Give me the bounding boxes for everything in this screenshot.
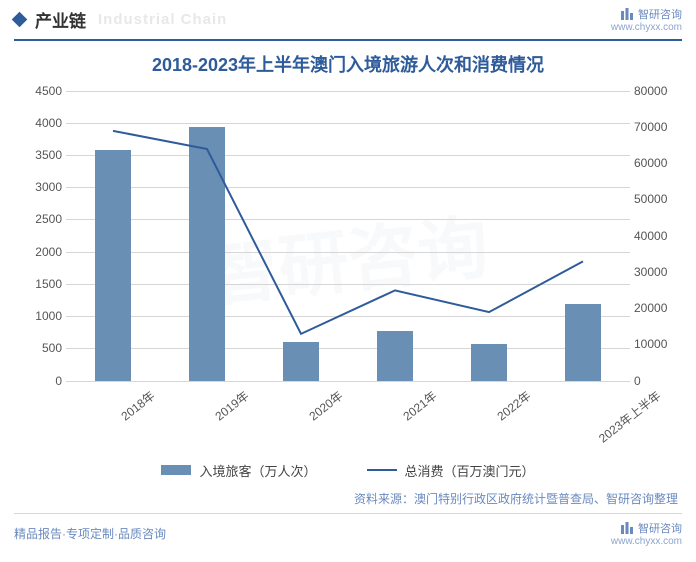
footer-left: 精品报告·专项定制·品质咨询 [14,525,166,542]
y-left-tick: 3500 [22,148,62,162]
y-right-tick: 60000 [634,156,674,170]
y-right-tick: 30000 [634,265,674,279]
y-left-tick: 1500 [22,277,62,291]
y-left-tick: 2500 [22,212,62,226]
footer-brand-name: 智研咨询 [638,520,682,536]
header: 产业链 Industrial Chain 智研咨询 www.chyxx.com [0,0,696,37]
legend-bar: 入境旅客（万人次） [161,461,316,480]
y-left-tick: 4000 [22,116,62,130]
footer-logo-icon [620,521,634,535]
footer-divider [14,513,682,514]
header-divider [14,39,682,41]
y-right-tick: 40000 [634,229,674,243]
y-right-tick: 50000 [634,192,674,206]
x-tick-label: 2020年 [305,387,346,424]
legend-line-swatch [367,469,397,471]
y-right-tick: 0 [634,374,674,388]
x-tick-label: 2023年上半年 [595,387,664,446]
y-left-tick: 2000 [22,245,62,259]
brand-block: 智研咨询 www.chyxx.com [611,6,682,33]
section-title: 产业链 [35,7,86,32]
x-axis-labels: 2018年2019年2020年2021年2022年2023年上半年 [66,381,630,427]
header-left: 产业链 Industrial Chain [14,7,227,32]
footer-brand-url: www.chyxx.com [611,536,682,547]
legend-bar-label: 入境旅客（万人次） [199,461,316,480]
x-tick-label: 2021年 [399,387,440,424]
brand-logo-icon [620,7,634,21]
legend-line: 总消费（百万澳门元） [367,461,535,480]
y-left-tick: 4500 [22,84,62,98]
y-left-tick: 1000 [22,309,62,323]
legend-bar-swatch [161,465,191,475]
data-source: 资料来源：澳门特别行政区政府统计暨普查局、智研咨询整理 [0,490,696,507]
legend: 入境旅客（万人次） 总消费（百万澳门元） [0,461,696,480]
diamond-icon [12,12,28,28]
brand-url: www.chyxx.com [611,22,682,33]
y-right-tick: 10000 [634,337,674,351]
footer: 精品报告·专项定制·品质咨询 智研咨询 www.chyxx.com [0,518,696,551]
y-left-tick: 500 [22,341,62,355]
line-layer [66,91,630,381]
y-right-tick: 70000 [634,120,674,134]
y-left-tick: 3000 [22,180,62,194]
footer-brand: 智研咨询 www.chyxx.com [611,520,682,547]
x-tick-label: 2019年 [211,387,252,424]
legend-line-label: 总消费（百万澳门元） [405,461,535,480]
y-left-tick: 0 [22,374,62,388]
brand-name: 智研咨询 [638,6,682,22]
y-right-tick: 80000 [634,84,674,98]
x-tick-label: 2022年 [493,387,534,424]
y-right-tick: 20000 [634,301,674,315]
chart-title: 2018-2023年上半年澳门入境旅游人次和消费情况 [0,51,696,77]
chart-area: 智研咨询 2018年2019年2020年2021年2022年2023年上半年 0… [18,91,678,421]
x-tick-label: 2018年 [117,387,158,424]
section-ghost: Industrial Chain [98,11,227,28]
trend-line [113,130,583,333]
